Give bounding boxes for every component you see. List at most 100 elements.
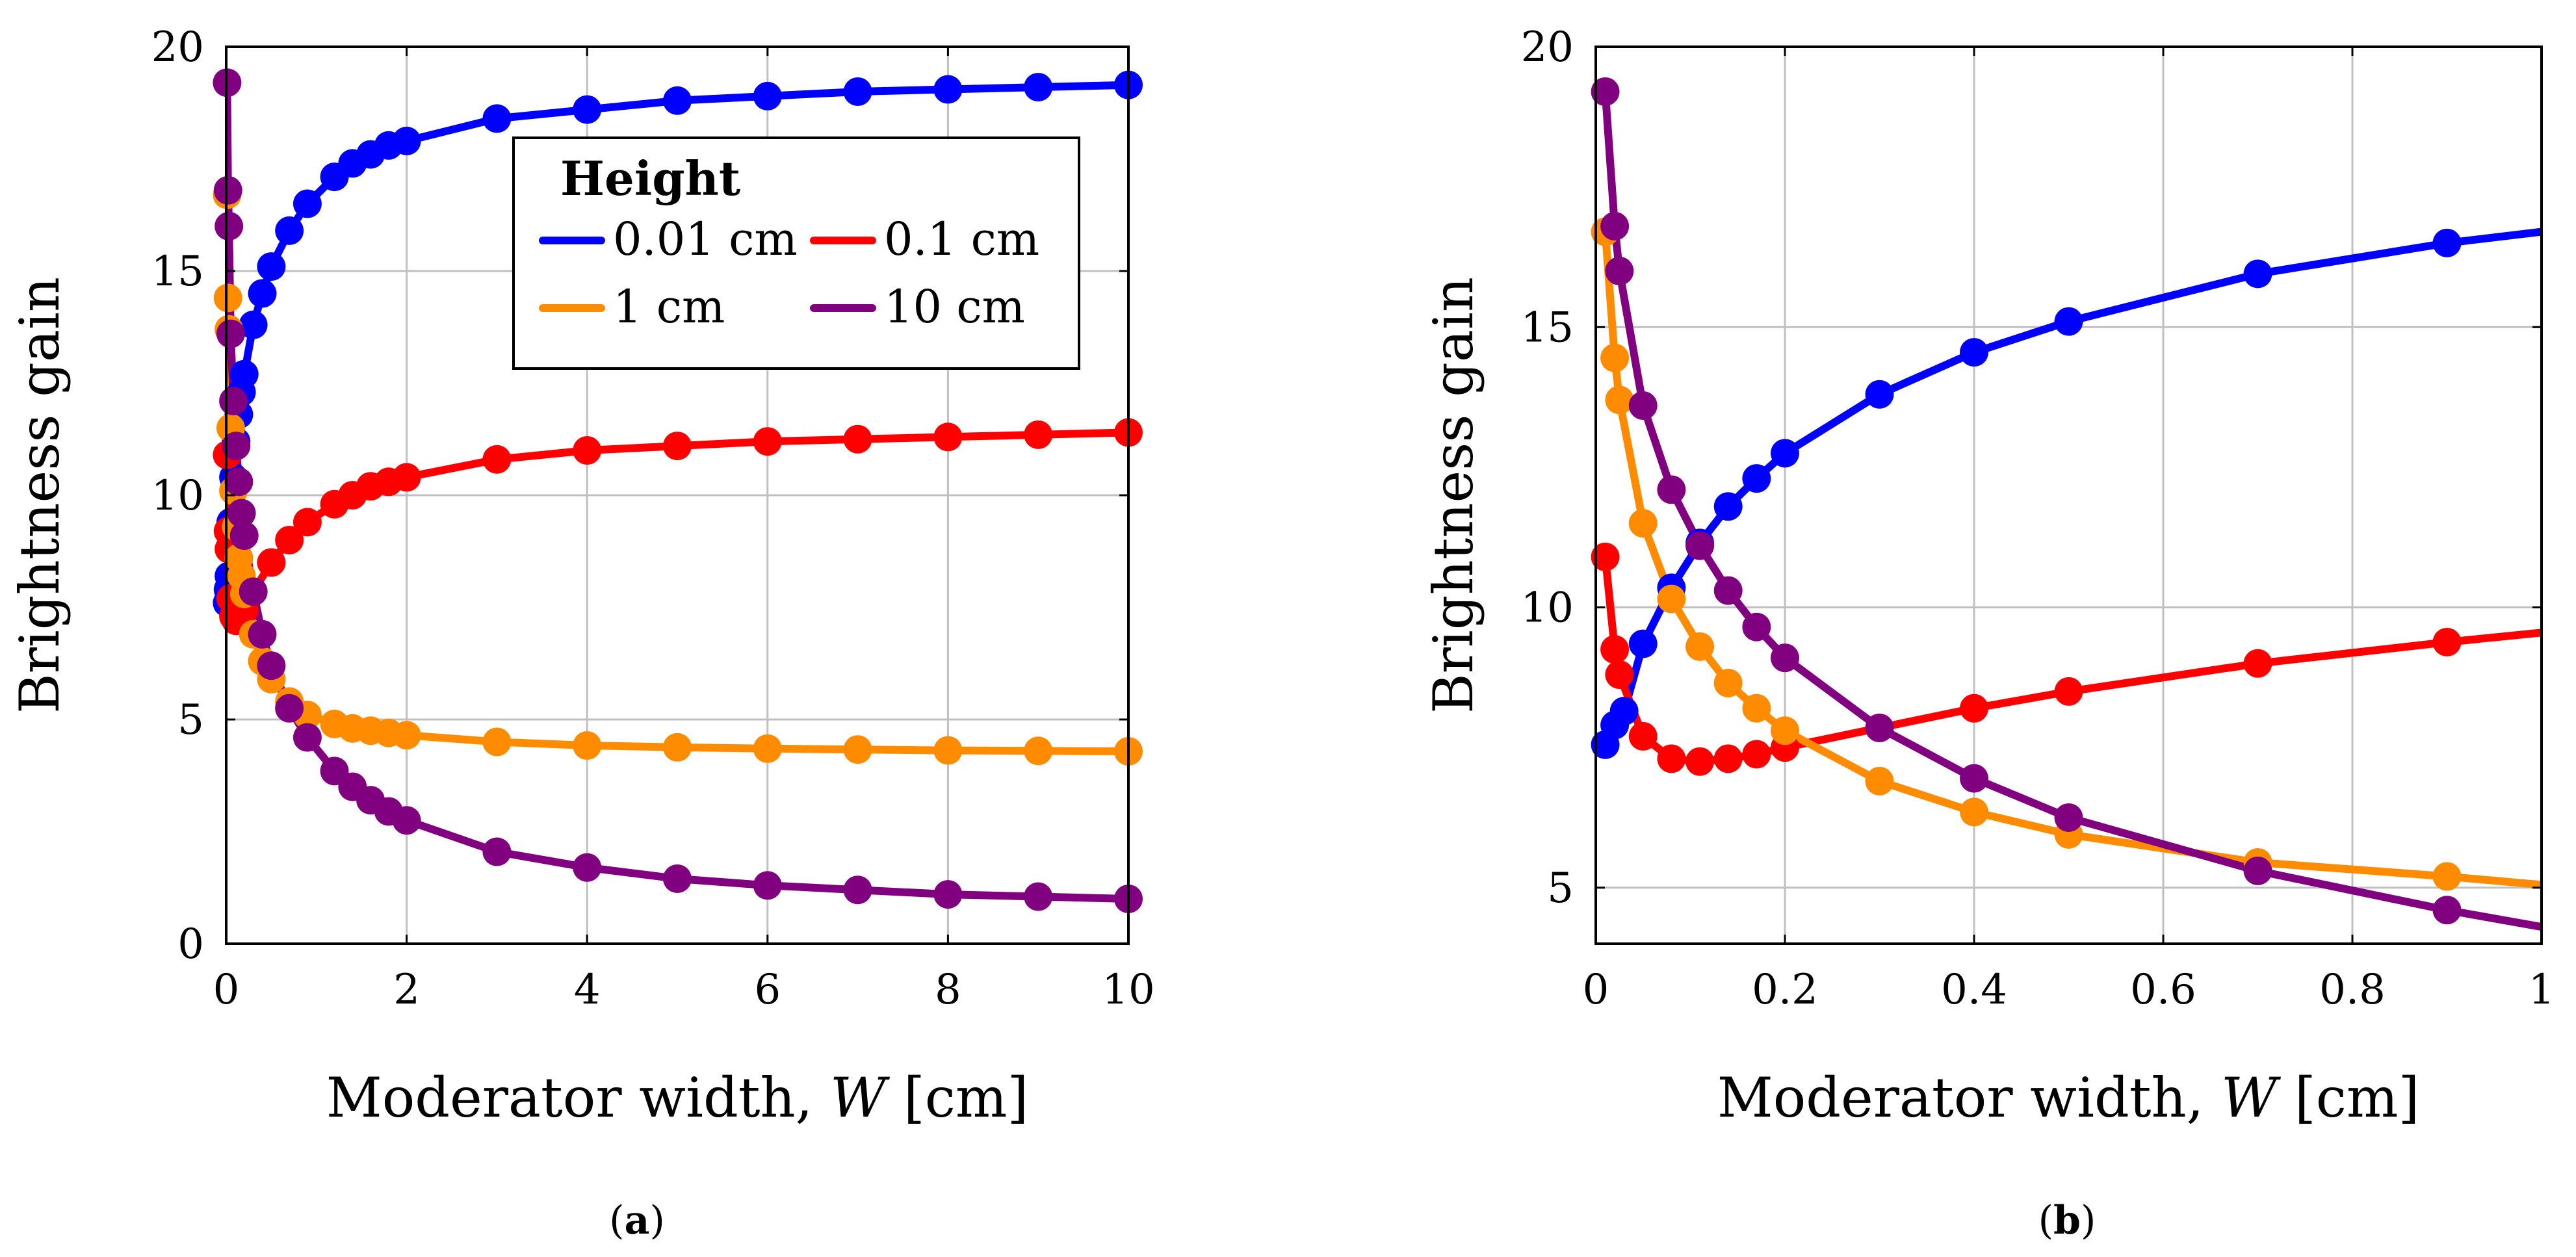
data-point <box>239 577 268 606</box>
y-tick-label: 10 <box>151 472 204 520</box>
data-point <box>1591 542 1620 571</box>
data-point <box>222 432 251 461</box>
data-point <box>1771 643 1799 673</box>
data-point <box>275 526 304 554</box>
data-point <box>257 252 286 281</box>
y-tick-label: 20 <box>151 23 204 71</box>
y-tick-label: 10 <box>1521 584 1574 632</box>
data-point <box>2054 677 2083 706</box>
y-axis-label: Brightness gain <box>8 277 72 714</box>
data-point <box>2432 228 2462 257</box>
data-point <box>1024 73 1053 102</box>
data-point <box>1024 420 1053 449</box>
y-tick-label: 5 <box>1547 864 1574 913</box>
data-point <box>293 189 322 218</box>
data-point <box>482 104 512 133</box>
data-point <box>1713 576 1743 605</box>
data-point <box>1605 385 1634 415</box>
data-point <box>753 81 782 110</box>
data-point <box>1600 212 1630 240</box>
x-tick-label: 6 <box>754 966 781 1014</box>
series-line-1 <box>1601 552 2542 766</box>
legend-entry-label: 1 cm <box>613 280 725 333</box>
legend-entry-label: 10 cm <box>884 280 1025 333</box>
panel-caption: (a) <box>609 1198 665 1243</box>
plot-frame <box>1594 45 2543 945</box>
x-tick-label: 0.6 <box>2130 966 2196 1014</box>
legend: Height 0.01 cm 0.1 cm 1 cm 10 cm <box>512 136 1080 370</box>
data-point <box>1628 629 1658 658</box>
data-point <box>1742 693 1771 723</box>
data-point <box>843 77 872 106</box>
data-point <box>843 735 872 764</box>
chart-panel-a: 0 2 4 6 8 10 0 5 10 15 20 Moderator width, W [cm] Br… <box>8 23 1155 1243</box>
data-point <box>1713 744 1743 773</box>
data-point <box>392 721 421 750</box>
x-tick-label: 10 <box>1102 966 1154 1014</box>
data-point <box>2432 896 2462 925</box>
data-point <box>573 436 602 465</box>
data-point <box>257 548 286 577</box>
data-point <box>224 467 254 497</box>
data-point <box>2054 803 2083 832</box>
data-point <box>229 359 259 389</box>
x-tick-label: 0 <box>213 966 240 1014</box>
data-point <box>1960 797 1988 827</box>
data-point <box>219 387 248 416</box>
data-point <box>1960 338 1988 367</box>
data-point <box>2243 649 2272 678</box>
data-point <box>933 75 963 104</box>
data-point <box>2243 259 2272 289</box>
data-point <box>1024 882 1053 911</box>
data-point <box>1742 740 1771 769</box>
data-point <box>293 723 322 752</box>
data-point <box>392 806 421 835</box>
data-point <box>1685 531 1715 560</box>
x-tick-label: 0.2 <box>1752 966 1818 1014</box>
data-point <box>482 727 512 757</box>
data-point <box>573 95 602 124</box>
data-point <box>573 731 602 760</box>
data-point <box>663 864 692 893</box>
y-tick-label: 5 <box>177 696 204 744</box>
data-point <box>2432 627 2462 656</box>
data-point <box>248 619 277 649</box>
data-point <box>2432 862 2462 891</box>
data-point <box>215 212 244 240</box>
data-point <box>2054 307 2083 336</box>
y-tick-label: 20 <box>1521 23 1574 71</box>
legend-title: Height <box>560 151 740 206</box>
data-point <box>1713 492 1743 521</box>
data-point <box>1742 464 1771 493</box>
series-line-1 <box>226 428 1128 625</box>
data-point <box>1865 766 1894 796</box>
data-point <box>239 310 268 339</box>
data-point <box>933 736 963 765</box>
data-point <box>663 86 692 115</box>
data-point <box>573 853 602 882</box>
x-tick-label: 0 <box>1583 966 1609 1014</box>
data-point <box>843 875 872 905</box>
data-point <box>1685 632 1715 661</box>
data-point <box>1628 721 1658 751</box>
data-point <box>1600 343 1630 372</box>
data-point <box>1771 439 1799 468</box>
legend-box <box>512 136 1080 370</box>
data-point <box>1605 257 1634 285</box>
legend-entry-label: 0.1 cm <box>884 213 1039 266</box>
data-point <box>1024 736 1053 766</box>
data-point <box>257 651 286 680</box>
data-point <box>213 283 242 313</box>
data-point <box>1960 764 1988 793</box>
y-axis-label: Brightness gain <box>1422 277 1485 714</box>
data-point <box>933 880 963 909</box>
data-point <box>1865 380 1894 409</box>
panel-caption: (b) <box>2038 1198 2096 1243</box>
data-point <box>1600 635 1630 664</box>
data-point <box>293 508 322 537</box>
data-point <box>248 279 277 308</box>
data-point <box>227 499 256 528</box>
data-point <box>213 175 242 205</box>
